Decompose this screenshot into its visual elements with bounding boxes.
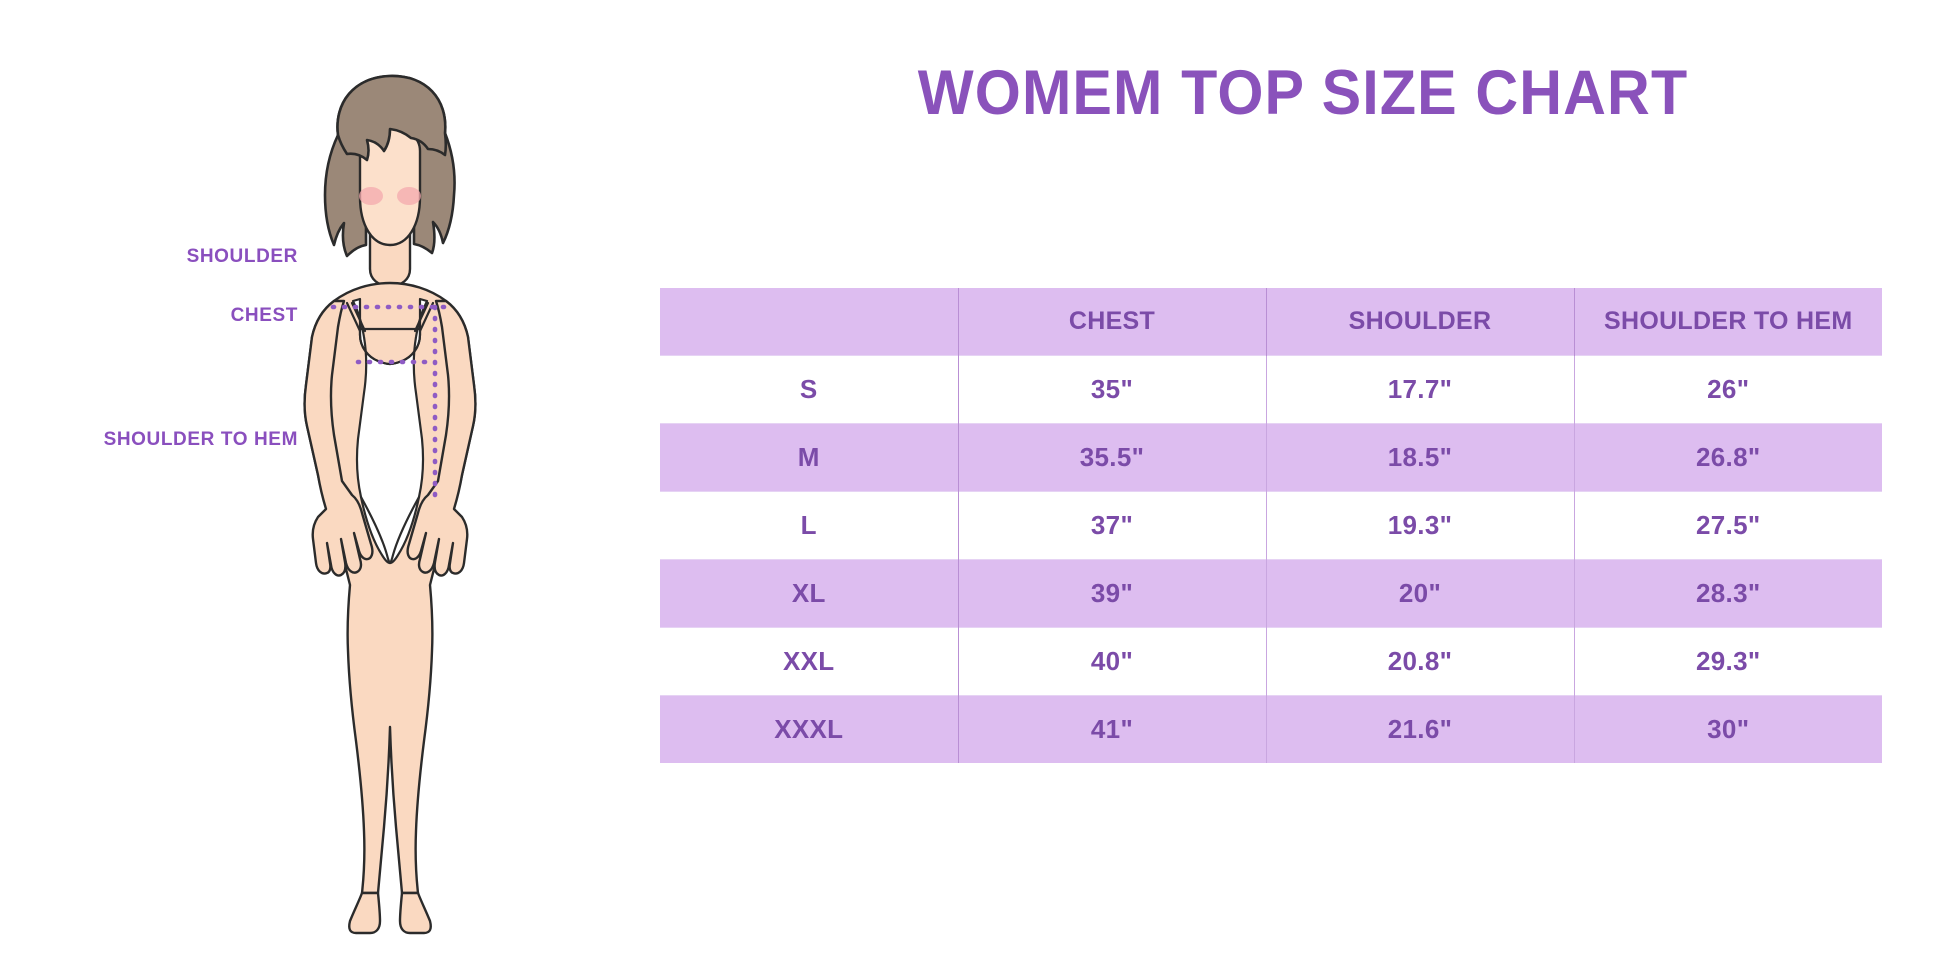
- female-body-figure-icon: [303, 74, 477, 935]
- cell-chest: 39": [958, 559, 1267, 628]
- cell-shoulder: 17.7": [1266, 355, 1575, 424]
- column-header-chest: CHEST: [958, 288, 1267, 356]
- table-body: S 35" 17.7" 26" M 35.5" 18.5" 26.8" L 37…: [660, 355, 1882, 763]
- table-row: XL 39" 20" 28.3": [660, 559, 1882, 628]
- cell-shoulder-to-hem: 26.8": [1574, 423, 1882, 492]
- cell-shoulder: 20.8": [1266, 627, 1575, 696]
- table-row: XXL 40" 20.8" 29.3": [660, 627, 1882, 696]
- size-chart-table: CHEST SHOULDER SHOULDER TO HEM S 35" 17.…: [660, 288, 1882, 763]
- table-header-row: CHEST SHOULDER SHOULDER TO HEM: [660, 288, 1882, 356]
- measure-label-shoulder: SHOULDER: [186, 246, 298, 267]
- table-row: M 35.5" 18.5" 26.8": [660, 423, 1882, 492]
- cell-chest: 35": [958, 355, 1267, 424]
- measure-label-shoulder-to-hem: SHOULDER TO HEM: [103, 429, 298, 450]
- cell-size: XXL: [660, 627, 959, 696]
- cell-size: M: [660, 423, 959, 492]
- cell-chest: 37": [958, 491, 1267, 560]
- cell-shoulder-to-hem: 29.3": [1574, 627, 1882, 696]
- cell-size: S: [660, 355, 959, 424]
- cell-shoulder: 18.5": [1266, 423, 1575, 492]
- cell-shoulder-to-hem: 28.3": [1574, 559, 1882, 628]
- measure-label-chest: CHEST: [230, 305, 298, 326]
- cell-chest: 35.5": [958, 423, 1267, 492]
- table-header: CHEST SHOULDER SHOULDER TO HEM: [660, 288, 1882, 356]
- cell-shoulder: 19.3": [1266, 491, 1575, 560]
- table-row: XXXL 41" 21.6" 30": [660, 695, 1882, 763]
- illustration-panel: SHOULDER CHEST SHOULDER TO HEM: [0, 0, 660, 973]
- table-row: L 37" 19.3" 27.5": [660, 491, 1882, 560]
- cell-shoulder-to-hem: 27.5": [1574, 491, 1882, 560]
- table-row: S 35" 17.7" 26": [660, 355, 1882, 424]
- cell-shoulder: 21.6": [1266, 695, 1575, 763]
- cell-chest: 40": [958, 627, 1267, 696]
- cell-size: XXXL: [660, 695, 959, 763]
- page-title: WOMEM TOP SIZE CHART: [917, 58, 1689, 128]
- cell-size: L: [660, 491, 959, 560]
- column-header-size: [660, 288, 959, 356]
- column-header-shoulder-to-hem: SHOULDER TO HEM: [1574, 288, 1882, 356]
- cell-shoulder: 20": [1266, 559, 1575, 628]
- column-header-shoulder: SHOULDER: [1266, 288, 1575, 356]
- cell-shoulder-to-hem: 30": [1574, 695, 1882, 763]
- cell-shoulder-to-hem: 26": [1574, 355, 1882, 424]
- cell-size: XL: [660, 559, 959, 628]
- cell-chest: 41": [958, 695, 1267, 763]
